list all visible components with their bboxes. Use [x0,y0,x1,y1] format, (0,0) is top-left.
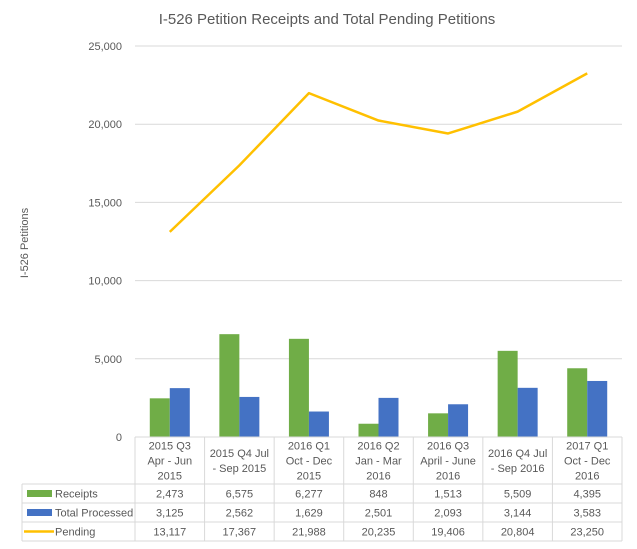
table-value: 1,629 [295,508,323,520]
table-value: 2,473 [156,489,184,501]
bar-total-processed [517,387,538,437]
table-value: 20,804 [501,527,535,539]
table-value: 6,277 [295,489,323,501]
bar-receipts [567,368,588,437]
bar-receipts [358,423,379,437]
table-value: 2,562 [226,508,254,520]
table-value: 19,406 [431,527,465,539]
x-category-label: 2015 [297,471,321,483]
bar-receipts [219,334,240,437]
bar-receipts [497,350,518,437]
table-value: 13,117 [153,527,186,539]
table-value: 5,509 [504,489,532,501]
x-category-label: 2015 [158,471,182,483]
table-value: 3,144 [504,508,532,520]
bar-total-processed [378,397,399,437]
legend-label: Pending [55,527,95,539]
table-value: 23,250 [570,527,604,539]
bar-total-processed [448,404,469,437]
table-value: 20,235 [362,527,396,539]
x-category-label: Oct - Dec [564,456,611,468]
table-value: 1,513 [434,489,462,501]
x-category-label: Jan - Mar [355,456,402,468]
x-category-label: 2015 Q3 [149,441,191,453]
table-value: 2,501 [365,508,393,520]
x-category-label: 2016 [436,471,460,483]
table-value: 6,575 [226,489,254,501]
table-value: 2,093 [434,508,462,520]
bar-total-processed [169,388,190,437]
bar-receipts [288,338,309,437]
x-category-label: 2016 [575,471,599,483]
x-category-label: Apr - Jun [147,456,192,468]
bar-total-processed [239,396,260,437]
x-category-label: 2016 Q2 [357,441,399,453]
bar-receipts [149,398,170,437]
x-category-label: April - June [420,456,476,468]
x-category-label: 2016 Q1 [288,441,330,453]
y-tick-label: 25,000 [88,41,122,53]
table-value: 21,988 [292,527,326,539]
table-value: 17,367 [223,527,257,539]
table-value: 3,125 [156,508,184,520]
y-tick-label: 0 [116,432,122,444]
y-axis-label: I-526 Petitions [19,207,31,278]
x-category-label: 2016 Q3 [427,441,469,453]
table-value: 3,583 [573,508,601,520]
table-value: 4,395 [573,489,601,501]
x-category-label: 2017 Q1 [566,441,608,453]
legend-label: Receipts [55,489,98,501]
legend-swatch-receipts [27,490,52,497]
bar-total-processed [587,380,608,437]
legend-swatch-total-processed [27,509,52,516]
x-category-label: - Sep 2015 [212,463,266,475]
x-category-label: 2016 Q4 Jul [488,448,547,460]
legend-label: Total Processed [55,508,133,520]
x-category-label: - Sep 2016 [491,463,545,475]
table-value: 848 [369,489,387,501]
line-pending [168,72,588,233]
y-tick-label: 10,000 [88,276,122,288]
chart-title: I-526 Petition Receipts and Total Pendin… [159,11,496,28]
bar-total-processed [308,411,329,437]
y-tick-label: 15,000 [88,197,122,209]
y-tick-label: 20,000 [88,119,122,131]
y-tick-label: 5,000 [94,354,122,366]
x-category-label: Oct - Dec [286,456,333,468]
x-category-label: 2016 [366,471,390,483]
bar-receipts [428,413,449,437]
x-category-label: 2015 Q4 Jul [210,448,269,460]
